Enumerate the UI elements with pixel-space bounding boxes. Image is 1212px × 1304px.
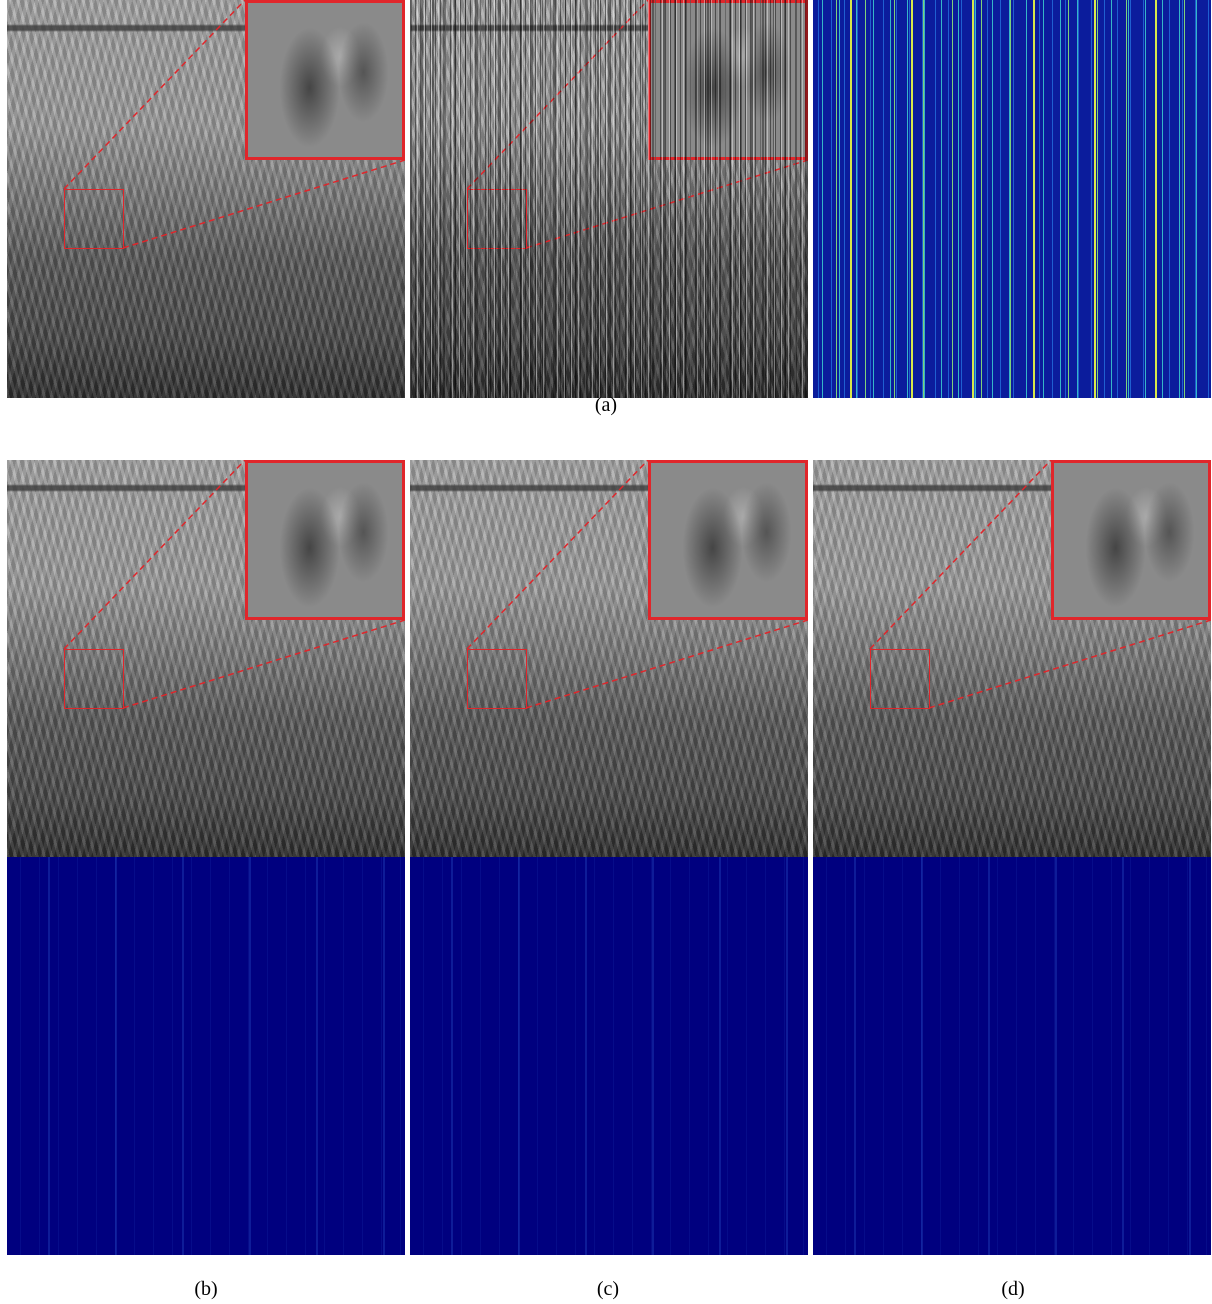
- connector: [525, 159, 808, 249]
- connector: [63, 0, 246, 190]
- noise-map: [813, 0, 1211, 398]
- zoom-inset: [648, 0, 808, 160]
- zoom-inset: [245, 460, 405, 620]
- zoom-box: [64, 649, 124, 709]
- zoom-connectors: [63, 0, 405, 249]
- result-image: [410, 460, 808, 858]
- residual-map: [813, 857, 1211, 1255]
- zoom-box: [467, 189, 527, 249]
- zoom-connectors: [466, 0, 808, 249]
- zoom-box: [64, 189, 124, 249]
- zoom-connectors: [869, 460, 1211, 709]
- connector: [63, 460, 246, 650]
- caption: (b): [194, 1278, 218, 1300]
- noisy-image: [7, 0, 405, 398]
- residual-map: [410, 857, 808, 1255]
- connector: [122, 619, 405, 709]
- zoom-box: [467, 649, 527, 709]
- connector: [466, 460, 649, 650]
- result-image: [7, 460, 405, 858]
- connector: [928, 619, 1211, 709]
- zoom-inset: [648, 460, 808, 620]
- caption: (d): [1001, 1278, 1025, 1300]
- result-image: [813, 460, 1211, 858]
- zoom-connectors: [63, 460, 405, 709]
- connector: [525, 619, 808, 709]
- residual-map: [7, 857, 405, 1255]
- connector: [122, 159, 405, 249]
- zoom-box: [870, 649, 930, 709]
- caption: (c): [596, 1278, 620, 1300]
- caption: (a): [594, 394, 618, 416]
- zoom-inset: [245, 0, 405, 160]
- zoom-inset: [1051, 460, 1211, 620]
- stripe-image: [410, 0, 808, 398]
- connector: [466, 0, 649, 190]
- zoom-connectors: [466, 460, 808, 709]
- connector: [869, 460, 1052, 650]
